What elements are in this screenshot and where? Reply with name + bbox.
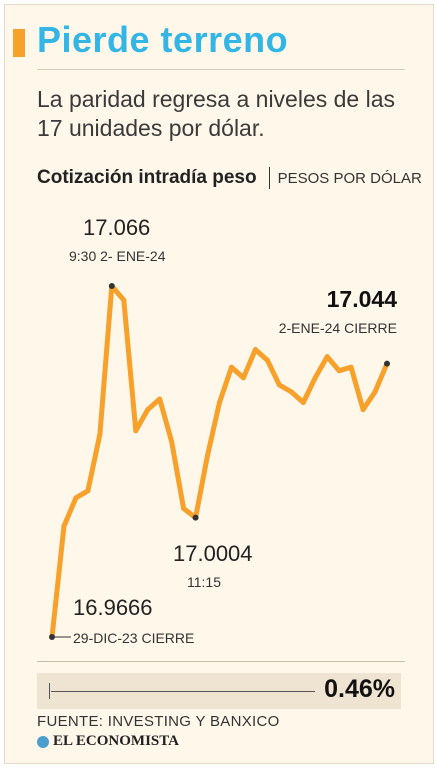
data-point (205, 452, 211, 458)
source-text: FUENTE: INVESTING Y BANXICO (37, 713, 280, 730)
max-time-label: 9:30 2- ENE-24 (69, 248, 166, 264)
min-value-label: 17.0004 (173, 541, 253, 566)
data-point (133, 428, 139, 434)
end-date-label: 2-ENE-24 CIERRE (279, 320, 397, 336)
data-point (228, 364, 234, 370)
chart-unit: PESOS POR DÓLAR (277, 169, 422, 187)
chart-header: Cotización intradía peso PESOS POR DÓLAR (37, 167, 422, 189)
data-point (288, 389, 294, 395)
change-start-tick (49, 683, 50, 699)
start-value-label: 16.9666 (73, 595, 153, 620)
title-accent-bar (13, 29, 25, 57)
page-title: Pierde terreno (37, 19, 289, 60)
data-point (181, 505, 187, 511)
min-time-label: 11:15 (187, 574, 221, 590)
data-point (252, 347, 258, 353)
chart-title: Cotización intradía peso (37, 167, 257, 188)
data-point (300, 400, 306, 406)
data-point (348, 364, 354, 370)
data-point (324, 354, 330, 360)
data-point (360, 407, 366, 413)
end-marker (384, 360, 390, 367)
data-point (73, 495, 79, 501)
data-point (240, 375, 246, 381)
chart-header-separator (268, 167, 270, 189)
min-marker (192, 514, 199, 521)
data-point (121, 297, 127, 303)
data-point (157, 396, 163, 402)
line-chart: 16.9666 29-DIC-23 CIERRE 17.066 9:30 2- … (49, 215, 398, 646)
data-point (85, 488, 91, 494)
title-divider (37, 69, 405, 70)
max-value-label: 17.066 (83, 215, 150, 240)
brand: EL ECONOMISTA (37, 733, 179, 750)
max-marker (108, 283, 115, 289)
start-date-label: 29-DIC-23 CIERRE (73, 630, 194, 646)
brand-logo-icon (37, 735, 49, 748)
infographic-card: Pierde terreno La paridad regresa a nive… (4, 4, 434, 764)
data-point (145, 407, 151, 413)
data-point (217, 400, 222, 406)
data-point (61, 523, 67, 529)
data-point (312, 375, 318, 381)
data-point (97, 431, 103, 437)
data-point (169, 438, 175, 444)
change-indicator: 0.46% (37, 673, 401, 709)
data-point (276, 382, 282, 388)
data-point (264, 357, 270, 363)
footer-divider (37, 661, 405, 662)
data-point (372, 389, 378, 395)
data-point (336, 368, 342, 374)
end-value-label: 17.044 (327, 286, 398, 312)
change-track (51, 691, 315, 692)
brand-name: EL ECONOMISTA (53, 733, 179, 749)
change-value: 0.46% (324, 675, 395, 703)
page-subtitle: La paridad regresa a niveles de las 17 u… (37, 86, 396, 141)
